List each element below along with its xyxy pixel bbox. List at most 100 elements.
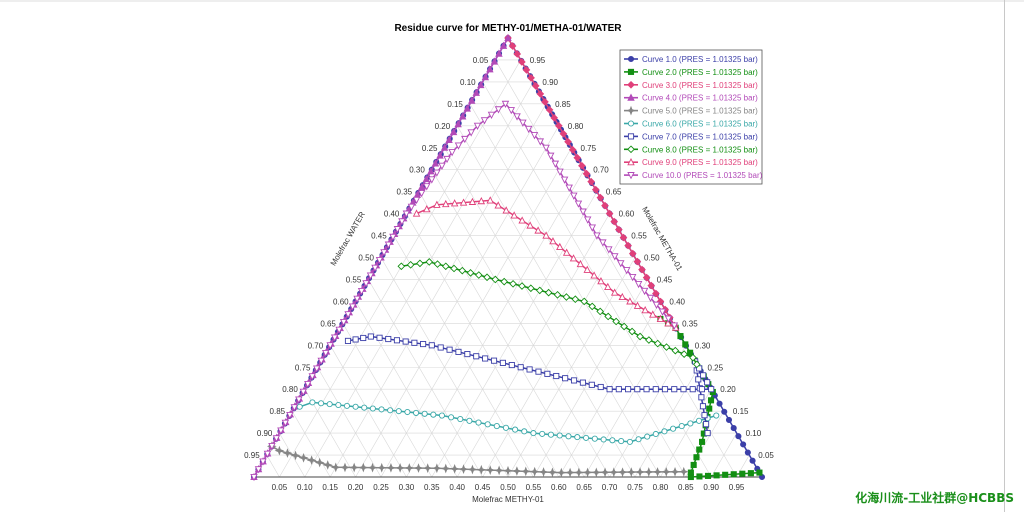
series-point (573, 467, 584, 478)
series-point (633, 301, 642, 309)
series-point (695, 376, 702, 383)
series-point (397, 262, 406, 271)
series-point (628, 327, 636, 336)
series-point (476, 464, 487, 475)
legend-swatch-marker (627, 158, 635, 166)
grid-line (266, 454, 280, 478)
bottom-tick-label: 0.50 (500, 483, 516, 492)
series-point (326, 401, 333, 408)
left-tick-label: 0.15 (447, 100, 463, 109)
right-tick-label: 0.15 (733, 407, 749, 416)
bottom-tick-label: 0.90 (703, 483, 719, 492)
series-point (565, 433, 572, 440)
series-point (604, 282, 612, 290)
grid-line (329, 345, 407, 478)
series-point (556, 432, 563, 439)
series-point (580, 297, 589, 306)
series-point (590, 271, 598, 279)
series-point (437, 344, 444, 351)
series-point (295, 396, 303, 404)
bottom-tick-label: 0.30 (399, 483, 415, 492)
series-point (582, 467, 593, 478)
grid-line (710, 432, 737, 478)
series-point (466, 269, 475, 277)
series-point (422, 205, 431, 213)
series-point (698, 386, 706, 393)
grid-line (380, 147, 572, 478)
grid-line (418, 191, 585, 478)
series-point (693, 454, 700, 461)
series-point (513, 50, 522, 58)
series-point (494, 106, 503, 114)
legend-entry: Curve 4.0 (PRES = 1.01325 bar) (642, 94, 758, 103)
series-point (430, 411, 437, 418)
series-point (428, 176, 436, 184)
series-point (395, 463, 405, 473)
legend-swatch-marker (627, 172, 635, 180)
grid-line (609, 345, 687, 478)
left-tick-label: 0.50 (358, 254, 374, 263)
legend-swatch-marker (627, 68, 635, 75)
series-point (570, 377, 578, 384)
series-point (571, 295, 580, 304)
series-point (573, 153, 582, 162)
series-point (340, 462, 350, 473)
series-point (593, 232, 601, 240)
series-point (438, 162, 446, 170)
series-point (458, 112, 467, 120)
series-point (559, 129, 568, 138)
series-point (578, 161, 586, 170)
series-point (568, 145, 577, 154)
series-point (330, 334, 339, 342)
bottom-tick-label: 0.40 (449, 483, 465, 492)
series-point (713, 412, 720, 419)
legend-entry: Curve 6.0 (PRES = 1.01325 bar) (642, 120, 758, 129)
series-point (682, 341, 689, 348)
series-point (716, 400, 723, 407)
series-point (433, 200, 441, 208)
series-point (579, 208, 587, 216)
series-point (536, 90, 545, 98)
series-point (353, 295, 361, 303)
bottom-tick-label: 0.25 (373, 483, 389, 492)
series-point (464, 351, 471, 358)
series-point (428, 342, 435, 349)
bottom-tick-label: 0.85 (678, 483, 694, 492)
series-point (562, 293, 571, 301)
series-point (500, 277, 509, 286)
series-point (313, 365, 321, 373)
series-point (628, 274, 637, 282)
series-point (526, 366, 533, 373)
series-point (634, 280, 643, 289)
series-point (696, 446, 703, 453)
series-point (556, 168, 564, 176)
series-point (591, 435, 598, 442)
series-point (616, 260, 625, 268)
series-point (438, 412, 446, 419)
right-tick-label: 0.50 (644, 254, 660, 263)
series-point (579, 379, 586, 386)
grid-line (444, 147, 636, 478)
series-point (376, 334, 383, 341)
series-point (652, 289, 660, 298)
series-point (352, 403, 359, 410)
series-point (454, 142, 463, 150)
series-point (448, 414, 455, 421)
series-point (608, 467, 619, 478)
legend-entry: Curve 10.0 (PRES = 1.01325 bar) (642, 171, 763, 180)
series-point (425, 258, 434, 266)
legend-entry: Curve 3.0 (PRES = 1.01325 bar) (642, 81, 758, 90)
series-point (254, 466, 263, 474)
series-point (560, 176, 569, 184)
series-point (361, 404, 368, 411)
series-point (582, 169, 591, 178)
series-point (611, 253, 619, 261)
grid-line (355, 301, 458, 478)
left-tick-label: 0.70 (308, 341, 324, 350)
series-point (510, 211, 518, 219)
series-point (274, 445, 285, 456)
series-point (687, 469, 694, 476)
series-point (502, 206, 510, 214)
series-7 (344, 333, 715, 437)
